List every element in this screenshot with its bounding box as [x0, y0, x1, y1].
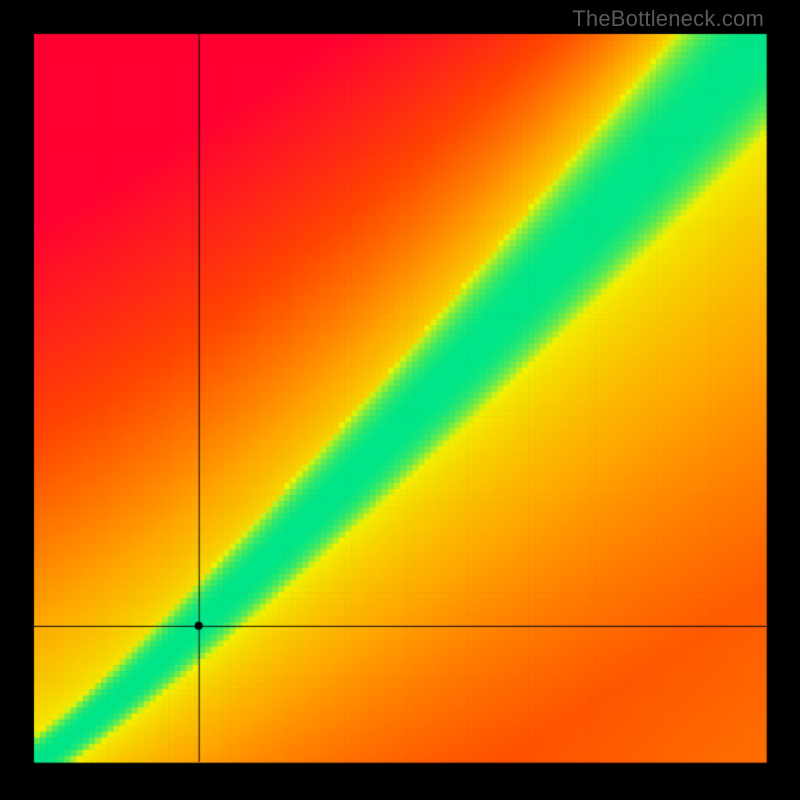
watermark-text: TheBottleneck.com — [572, 6, 764, 32]
bottleneck-heatmap-canvas — [0, 0, 800, 800]
chart-container: TheBottleneck.com — [0, 0, 800, 800]
